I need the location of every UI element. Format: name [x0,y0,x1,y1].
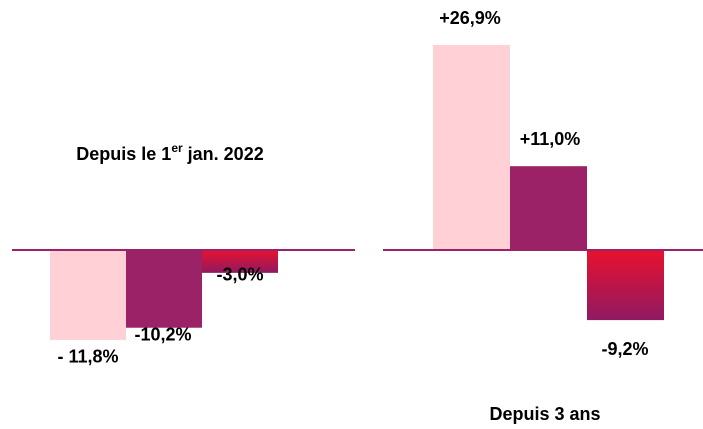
bar [510,166,587,250]
data-label: - 11,8% [57,347,118,367]
title-part: Depuis le 1 [76,144,171,164]
bar [433,45,510,250]
data-label: -3,0% [216,265,263,285]
data-label: -9,2% [601,339,648,359]
bar [126,250,202,328]
title-part: jan. 2022 [183,144,264,164]
title-superscript: er [171,141,183,155]
data-label: +26,9% [439,8,501,28]
bar [587,250,664,321]
chart-title: Depuis 3 ans [489,404,600,424]
bar [50,250,126,340]
data-label: -10,2% [134,324,191,344]
bar [202,250,278,273]
data-label: +11,0% [520,129,581,149]
chart-title: Depuis le 1er jan. 2022 [76,141,263,164]
